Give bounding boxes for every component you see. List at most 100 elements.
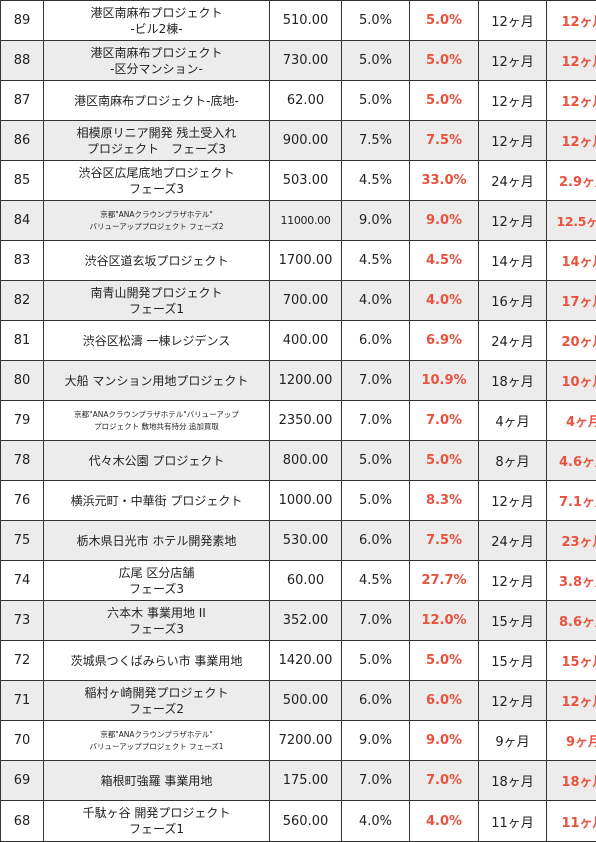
project-name-line: 横浜元町・中華街 プロジェクト	[70, 493, 243, 508]
planned-term: 12ヶ月	[478, 480, 547, 521]
table-row: 89 港区南麻布プロジェクト -ビル2棟- 510.00 5.0% 5.0% 12ヶ月 12ヶ…	[0, 0, 596, 41]
planned-term: 18ヶ月	[478, 760, 547, 801]
actual-period: 9ヶ月	[546, 720, 596, 761]
actual-yield: 33.0%	[409, 160, 479, 201]
project-name-line: バリューアッププロジェクト フェーズ1	[89, 741, 224, 751]
actual-period: 10ヶ月	[546, 360, 596, 401]
planned-yield: 6.0%	[341, 680, 410, 721]
actual-yield: 9.0%	[409, 200, 479, 241]
actual-yield: 12.0%	[409, 600, 479, 641]
table-row: 85 渋谷区広尾底地プロジェクト フェーズ3 503.00 4.5% 33.0% 24ヶ月 2…	[0, 160, 596, 201]
planned-term: 24ヶ月	[478, 160, 547, 201]
fund-amount: 503.00	[269, 160, 342, 201]
planned-term: 24ヶ月	[478, 320, 547, 361]
actual-yield: 5.0%	[409, 440, 479, 481]
fund-amount: 11000.00	[269, 200, 342, 241]
actual-yield: 4.0%	[409, 800, 479, 842]
project-name: 栃木県日光市 ホテル開発素地	[43, 520, 270, 561]
planned-term: 12ヶ月	[478, 0, 547, 41]
actual-period: 14ヶ月	[546, 240, 596, 281]
actual-period: 8.6ヶ月	[546, 600, 596, 641]
actual-yield: 10.9%	[409, 360, 479, 401]
planned-yield: 6.0%	[341, 520, 410, 561]
actual-period: 11ヶ月	[546, 800, 596, 842]
fund-amount: 1700.00	[269, 240, 342, 281]
actual-period: 23ヶ月	[546, 520, 596, 561]
fund-number: 80	[0, 360, 44, 401]
table-row: 76 横浜元町・中華街 プロジェクト 1000.00 5.0% 8.3% 12ヶ月 7.1ヶ…	[0, 480, 596, 521]
project-name-line: -区分マンション-	[110, 61, 203, 76]
project-name-line: フェーズ3	[128, 621, 185, 636]
planned-yield: 5.0%	[341, 80, 410, 121]
project-name-line: バリューアッププロジェクト フェーズ2	[89, 221, 224, 231]
project-name: 港区南麻布プロジェクト -ビル2棟-	[43, 0, 270, 41]
project-name: 広尾 区分店舗 フェーズ3	[43, 560, 270, 601]
actual-yield: 7.0%	[409, 760, 479, 801]
planned-yield: 5.0%	[341, 440, 410, 481]
project-name-line: 六本木 事業用地 II	[107, 605, 206, 620]
actual-yield: 7.5%	[409, 520, 479, 561]
project-name-line: -ビル2棟-	[130, 21, 183, 36]
planned-term: 11ヶ月	[478, 800, 547, 842]
project-name: 渋谷区広尾底地プロジェクト フェーズ3	[43, 160, 270, 201]
fund-number: 76	[0, 480, 44, 521]
project-name-line: 千駄ヶ谷 開発プロジェクト	[82, 806, 231, 820]
actual-period: 12ヶ月	[546, 40, 596, 81]
actual-yield: 6.0%	[409, 680, 479, 721]
planned-term: 12ヶ月	[478, 200, 547, 241]
actual-period: 12ヶ月	[546, 120, 596, 161]
project-name-line: 港区南麻布プロジェクト	[90, 5, 223, 20]
planned-yield: 5.0%	[341, 480, 410, 521]
fund-amount: 730.00	[269, 40, 342, 81]
project-name-line: 京都"ANAクラウンプラザホテル"バリューアップ	[74, 409, 239, 419]
actual-yield: 7.5%	[409, 120, 479, 161]
planned-term: 4ヶ月	[478, 400, 547, 441]
project-name: 千駄ヶ谷 開発プロジェクト フェーズ1	[43, 800, 270, 842]
actual-period: 17ヶ月	[546, 280, 596, 321]
fund-amount: 500.00	[269, 680, 342, 721]
planned-yield: 4.5%	[341, 240, 410, 281]
project-name-line: 相模原リニア開発 残土受入れ	[76, 125, 237, 140]
planned-term: 12ヶ月	[478, 680, 547, 721]
project-name: 渋谷区道玄坂プロジェクト	[43, 240, 270, 281]
project-name-line: 渋谷区道玄坂プロジェクト	[84, 253, 229, 268]
fund-number: 79	[0, 400, 44, 441]
fund-number: 85	[0, 160, 44, 201]
project-name-line: フェーズ1	[128, 822, 185, 836]
actual-yield: 5.0%	[409, 0, 479, 41]
fund-amount: 175.00	[269, 760, 342, 801]
project-name: 茨城県つくばみらい市 事業用地	[43, 640, 270, 681]
fund-number: 89	[0, 0, 44, 41]
project-name-line: 渋谷区広尾底地プロジェクト	[78, 165, 235, 180]
project-name-line: プロジェクト フェーズ3	[86, 141, 227, 156]
fund-amount: 510.00	[269, 0, 342, 41]
actual-period: 2.9ヶ月	[546, 160, 596, 201]
actual-yield: 6.9%	[409, 320, 479, 361]
fund-amount: 60.00	[269, 560, 342, 601]
project-name-line: 大船 マンション用地プロジェクト	[64, 373, 249, 388]
table-row: 88 港区南麻布プロジェクト -区分マンション- 730.00 5.0% 5.0% 12ヶ月…	[0, 40, 596, 81]
project-name-line: 渋谷区松濤 一棟レジデンス	[82, 333, 231, 348]
planned-yield: 4.5%	[341, 160, 410, 201]
actual-period: 12.5ヶ月	[546, 200, 596, 241]
planned-term: 16ヶ月	[478, 280, 547, 321]
planned-yield: 7.0%	[341, 600, 410, 641]
actual-period: 20ヶ月	[546, 320, 596, 361]
planned-yield: 4.0%	[341, 800, 410, 842]
project-name: 南青山開発プロジェクト フェーズ1	[43, 280, 270, 321]
project-name-line: 港区南麻布プロジェクト	[90, 45, 223, 60]
project-name-line: 茨城県つくばみらい市 事業用地	[70, 653, 243, 668]
fund-amount: 62.00	[269, 80, 342, 121]
project-name: 港区南麻布プロジェクト -区分マンション-	[43, 40, 270, 81]
project-name-line: 京都"ANAクラウンプラザホテル"	[100, 209, 213, 219]
fund-amount: 2350.00	[269, 400, 342, 441]
actual-yield: 7.0%	[409, 400, 479, 441]
project-name-line: 京都"ANAクラウンプラザホテル"	[100, 729, 213, 739]
project-name: 横浜元町・中華街 プロジェクト	[43, 480, 270, 521]
table-row: 80 大船 マンション用地プロジェクト 1200.00 7.0% 10.9% 18ヶ月 10…	[0, 360, 596, 401]
actual-yield: 5.0%	[409, 40, 479, 81]
